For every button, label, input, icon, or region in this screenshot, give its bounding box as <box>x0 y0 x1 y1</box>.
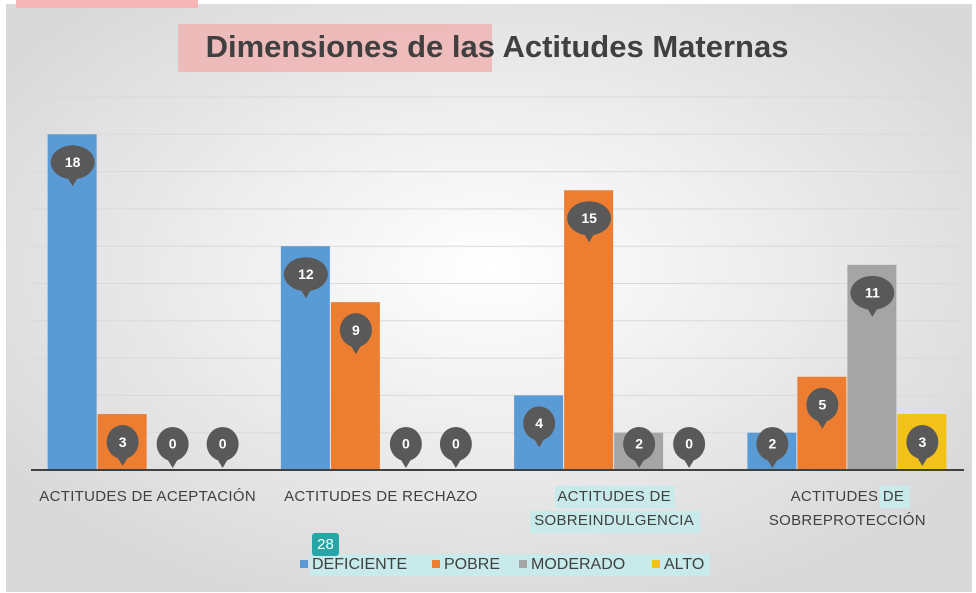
data-label: 18 <box>65 154 81 170</box>
data-label-bubble <box>283 257 328 292</box>
highlight <box>880 486 910 508</box>
bar <box>47 134 97 471</box>
data-label: 12 <box>298 266 314 282</box>
x-tick-label: ACTITUDES DE ACEPTACIÓN <box>39 488 256 505</box>
data-label: 0 <box>402 436 410 452</box>
legend-swatch <box>519 560 527 568</box>
data-label: 15 <box>581 210 597 226</box>
data-label-bubble <box>756 427 789 461</box>
data-label: 4 <box>535 415 543 431</box>
legend-label: MODERADO <box>531 556 625 573</box>
data-label-bubble <box>106 425 139 460</box>
data-label: 11 <box>865 285 880 301</box>
chart-title: Dimensiones de las Actitudes Maternas <box>206 29 789 64</box>
legend-swatch <box>652 560 660 568</box>
badge <box>312 533 339 556</box>
data-label: 0 <box>452 436 460 452</box>
legend-label: DEFICIENTE <box>312 556 407 573</box>
highlight <box>555 486 675 508</box>
data-label-bubble <box>439 427 472 461</box>
x-tick-label: ACTITUDES DE SOBREPROTECCIÓN <box>768 488 926 529</box>
data-label: 0 <box>685 436 693 452</box>
data-label: 3 <box>119 434 127 450</box>
legend-highlight <box>310 554 710 576</box>
data-label-bubble <box>523 406 556 441</box>
data-label: 0 <box>219 436 227 452</box>
data-label-bubble <box>850 275 895 310</box>
highlight <box>530 511 700 533</box>
data-label-bubble <box>389 427 422 461</box>
legend-label: POBRE <box>444 556 500 573</box>
data-label-bubble <box>339 313 372 348</box>
highlight <box>16 0 198 8</box>
legend-swatch <box>300 560 308 568</box>
data-label-bubble <box>50 145 95 180</box>
data-label-bubble <box>156 427 189 461</box>
legend-label: ALTO <box>664 556 704 573</box>
data-label-bubble <box>806 387 839 422</box>
data-label-bubble <box>567 201 612 236</box>
data-label: 3 <box>918 434 926 450</box>
data-label-bubble <box>673 427 706 461</box>
x-tick-label: ACTITUDES DE SOBREINDULGENCIA <box>534 488 695 529</box>
data-label-bubble <box>623 427 656 461</box>
data-label: 2 <box>768 436 776 452</box>
chart-background <box>6 4 972 592</box>
badge-label: 28 <box>317 536 334 553</box>
legend-swatch <box>432 560 440 568</box>
data-label: 2 <box>635 436 643 452</box>
title-highlight <box>178 24 492 72</box>
data-label-bubble <box>906 425 939 460</box>
x-tick-label: ACTITUDES DE RECHAZO <box>284 488 478 505</box>
data-label: 5 <box>818 396 826 412</box>
data-label: 9 <box>352 322 360 338</box>
data-label-bubble <box>206 427 239 461</box>
data-label: 0 <box>169 436 177 452</box>
